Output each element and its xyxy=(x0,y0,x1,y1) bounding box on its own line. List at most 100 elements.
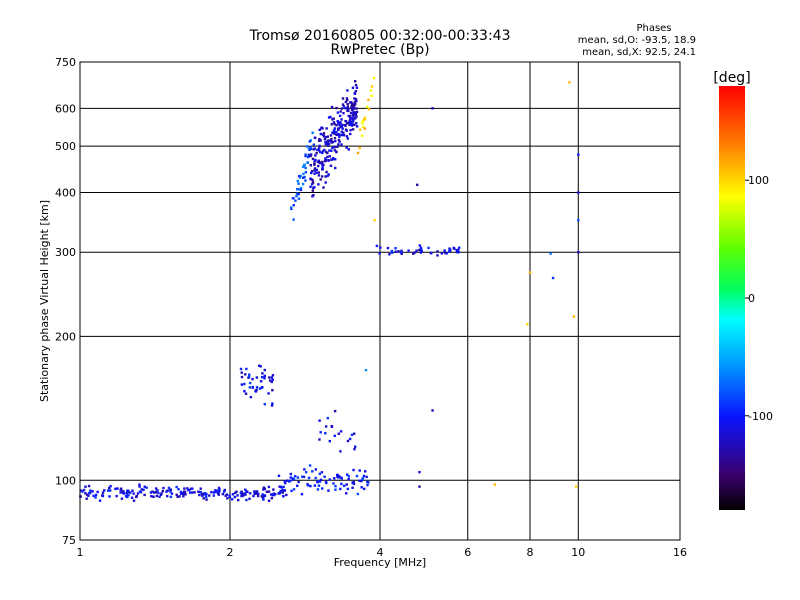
data-point xyxy=(457,246,461,249)
data-point xyxy=(306,145,309,148)
data-point xyxy=(347,474,350,478)
data-point xyxy=(335,106,338,110)
data-point xyxy=(289,472,293,476)
data-point xyxy=(378,252,381,255)
data-point xyxy=(297,174,301,178)
data-point xyxy=(314,476,317,480)
data-point xyxy=(318,438,321,441)
data-point xyxy=(263,494,266,497)
stats-line-o: mean, sd,O: -93.5, 18.9 xyxy=(578,35,696,46)
data-point xyxy=(420,248,423,251)
data-point xyxy=(361,122,364,125)
data-point xyxy=(344,100,348,104)
data-point xyxy=(327,159,330,162)
data-point xyxy=(342,134,346,137)
data-point xyxy=(303,175,306,179)
data-point xyxy=(356,151,360,155)
data-point xyxy=(334,484,337,488)
data-point xyxy=(317,479,320,483)
data-point xyxy=(346,105,350,108)
y-tick-label: 600 xyxy=(55,102,76,115)
y-tick-label: 300 xyxy=(55,246,76,259)
data-point xyxy=(367,108,371,111)
data-point xyxy=(240,494,243,498)
data-point xyxy=(126,489,129,492)
data-point xyxy=(108,486,111,490)
data-point xyxy=(342,131,345,134)
data-point xyxy=(140,488,143,491)
data-point xyxy=(390,251,394,254)
data-point xyxy=(355,115,358,118)
data-point xyxy=(290,489,293,493)
data-point xyxy=(342,111,345,115)
data-point xyxy=(350,108,354,111)
data-point xyxy=(334,488,337,491)
data-point xyxy=(324,432,327,435)
data-point xyxy=(304,171,308,174)
data-point xyxy=(330,137,333,141)
data-point xyxy=(162,486,165,490)
data-point xyxy=(370,85,374,88)
data-point xyxy=(337,143,340,146)
data-point xyxy=(345,97,349,100)
data-point xyxy=(352,119,355,123)
data-point xyxy=(551,276,555,280)
data-point xyxy=(106,489,110,492)
data-point xyxy=(228,495,232,499)
data-point xyxy=(271,402,274,405)
data-point xyxy=(244,488,247,491)
data-point xyxy=(355,107,358,110)
data-point xyxy=(436,250,439,253)
data-point xyxy=(197,490,200,493)
data-point xyxy=(341,103,345,106)
data-point xyxy=(326,416,330,420)
data-point xyxy=(114,487,117,491)
stats-line-x: mean, sd,X: 92.5, 24.1 xyxy=(582,47,696,58)
data-point xyxy=(296,179,299,183)
data-point xyxy=(130,496,134,499)
data-point xyxy=(296,187,299,191)
data-point xyxy=(333,434,337,438)
data-point xyxy=(281,488,285,492)
data-point xyxy=(349,117,352,120)
data-point xyxy=(318,161,321,165)
data-point xyxy=(345,483,348,486)
data-point xyxy=(270,380,273,384)
data-point xyxy=(317,139,321,142)
data-point xyxy=(223,488,227,492)
data-point xyxy=(366,483,369,487)
data-point xyxy=(289,476,292,479)
data-point xyxy=(182,492,185,495)
data-point xyxy=(352,432,356,435)
colorbar-ticks: 100 0 -100 xyxy=(745,174,773,423)
data-point xyxy=(256,492,260,496)
data-point xyxy=(346,109,349,112)
data-point xyxy=(352,114,355,117)
data-point xyxy=(431,409,434,412)
data-point xyxy=(318,472,322,475)
data-point xyxy=(343,123,346,127)
data-point xyxy=(431,107,434,110)
data-point xyxy=(316,148,320,151)
data-point xyxy=(528,271,532,274)
data-point xyxy=(353,101,357,104)
data-point xyxy=(358,128,362,131)
data-point xyxy=(321,487,324,490)
data-point xyxy=(272,493,276,496)
data-point xyxy=(333,122,336,126)
data-point xyxy=(326,142,329,145)
data-point xyxy=(288,480,291,483)
data-point xyxy=(267,392,270,395)
data-point xyxy=(353,92,356,95)
data-point xyxy=(364,368,368,372)
data-point xyxy=(333,132,336,135)
data-point xyxy=(285,479,289,482)
data-point xyxy=(338,123,341,127)
data-point xyxy=(277,474,281,477)
data-point xyxy=(198,493,201,497)
data-point xyxy=(248,381,252,385)
data-point xyxy=(549,252,552,255)
data-point xyxy=(321,150,325,153)
data-point xyxy=(348,118,352,122)
data-point xyxy=(292,218,295,221)
